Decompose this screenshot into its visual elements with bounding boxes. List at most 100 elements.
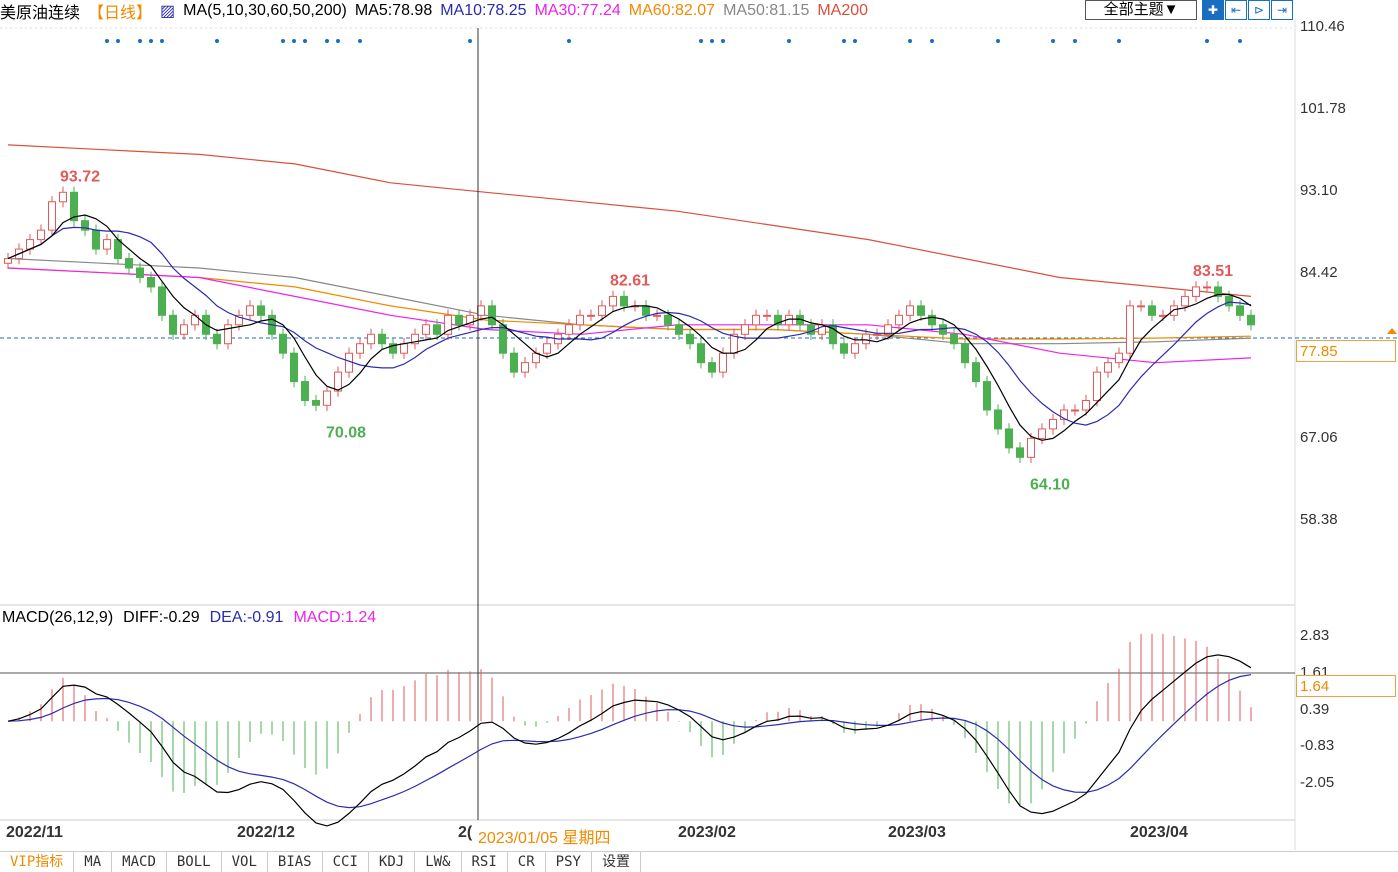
signal-dot bbox=[160, 39, 164, 43]
signal-dot bbox=[567, 39, 571, 43]
candle bbox=[312, 400, 320, 406]
signal-dot bbox=[1073, 39, 1077, 43]
macd-tick-label: 2.83 bbox=[1300, 627, 1330, 644]
signal-dot bbox=[1205, 39, 1209, 43]
candle bbox=[708, 362, 716, 373]
candle bbox=[1049, 418, 1057, 430]
tab-bias[interactable]: BIAS bbox=[268, 852, 323, 872]
price-tick-label: 58.38 bbox=[1300, 510, 1338, 528]
candle bbox=[620, 295, 628, 307]
candle bbox=[1247, 314, 1255, 326]
signal-dot bbox=[336, 39, 340, 43]
ma10-value: MA10:78.25 bbox=[440, 2, 527, 19]
candle bbox=[1181, 295, 1189, 307]
ma-icon[interactable]: ▨ bbox=[160, 3, 176, 20]
x-label: 2022/11 bbox=[6, 824, 63, 841]
price-chart[interactable]: 93.72 70.08 82.61 64.10 83.51 bbox=[0, 0, 1398, 850]
tab-psy[interactable]: PSY bbox=[546, 852, 592, 872]
diff-line bbox=[7, 654, 1252, 827]
signal-dot bbox=[908, 39, 912, 43]
macd-tick-label: -2.05 bbox=[1300, 774, 1335, 791]
tab-vol[interactable]: VOL bbox=[222, 852, 268, 872]
candle bbox=[928, 314, 936, 326]
signal-dot bbox=[149, 39, 153, 43]
candle bbox=[1038, 428, 1046, 439]
tab-kdj[interactable]: KDJ bbox=[369, 852, 416, 872]
candle bbox=[125, 258, 133, 269]
signal-dot bbox=[281, 39, 285, 43]
candle bbox=[1137, 305, 1145, 308]
signal-dot bbox=[842, 39, 846, 43]
candle bbox=[147, 276, 155, 288]
crosshair-date: 2023/01/05 星期四 bbox=[478, 824, 611, 848]
candle bbox=[1016, 447, 1024, 458]
dea-line bbox=[7, 674, 1252, 809]
crosshair-button[interactable]: ✚ bbox=[1202, 0, 1224, 20]
x-label: 2023/02 bbox=[678, 824, 736, 841]
tab-vip[interactable]: VIP指标 bbox=[0, 852, 75, 872]
last-button[interactable]: ⇥ bbox=[1271, 0, 1293, 20]
signal-dot bbox=[303, 39, 307, 43]
ma50-value: MA50:81.15 bbox=[723, 2, 810, 19]
ma60-line bbox=[7, 267, 1252, 340]
candle bbox=[246, 305, 254, 316]
candle bbox=[598, 305, 606, 316]
current-price-box: 77.85 bbox=[1296, 340, 1396, 362]
tab-boll[interactable]: BOLL bbox=[167, 852, 222, 872]
candle bbox=[224, 324, 232, 345]
x-label: 2023/04 bbox=[1130, 824, 1188, 841]
candle bbox=[829, 324, 837, 345]
play-button[interactable]: ⊳ bbox=[1248, 0, 1270, 20]
theme-dropdown[interactable]: 全部主题▼ bbox=[1085, 0, 1197, 20]
candle bbox=[983, 381, 991, 411]
candle bbox=[543, 343, 551, 354]
candle bbox=[169, 314, 177, 335]
macd-params: MACD(26,12,9) bbox=[2, 609, 114, 626]
tab-cci[interactable]: CCI bbox=[323, 852, 369, 872]
indicator-tabs: VIP指标 MA MACD BOLL VOL BIAS CCI KDJ LW& … bbox=[0, 851, 1398, 872]
period-label[interactable]: 【日线】 bbox=[88, 5, 153, 22]
candle bbox=[37, 229, 45, 241]
tab-cr[interactable]: CR bbox=[508, 852, 546, 872]
candle bbox=[664, 314, 672, 326]
candle bbox=[697, 343, 705, 364]
candle bbox=[433, 324, 441, 335]
candle bbox=[686, 333, 694, 345]
macd-header: MACD(26,12,9) DIFF:-0.29 DEA:-0.91 MACD:… bbox=[2, 609, 376, 627]
candle bbox=[1225, 295, 1233, 307]
tab-macd[interactable]: MACD bbox=[112, 852, 167, 872]
tab-ma[interactable]: MA bbox=[74, 852, 113, 872]
candle bbox=[1005, 428, 1013, 449]
candle bbox=[488, 305, 496, 326]
candle bbox=[334, 371, 342, 392]
price-tick-label: 84.42 bbox=[1300, 264, 1338, 282]
candle bbox=[367, 333, 375, 345]
price-tick-label: 101.78 bbox=[1300, 100, 1346, 118]
ma200-value: MA200 bbox=[817, 2, 869, 19]
candle bbox=[906, 305, 914, 316]
signal-dot bbox=[138, 39, 142, 43]
signal-dot bbox=[105, 39, 109, 43]
candle bbox=[895, 314, 903, 326]
tab-settings[interactable]: 设置 bbox=[592, 852, 641, 872]
candle bbox=[389, 343, 397, 354]
tab-lw[interactable]: LW& bbox=[415, 852, 462, 872]
candle bbox=[1170, 305, 1178, 316]
ma5-value: MA5:78.98 bbox=[354, 2, 433, 19]
candle bbox=[1236, 305, 1244, 316]
candle bbox=[510, 352, 518, 373]
candle bbox=[521, 362, 529, 373]
tab-rsi[interactable]: RSI bbox=[462, 852, 508, 872]
signal-dot bbox=[721, 39, 725, 43]
first-button[interactable]: ⇤ bbox=[1225, 0, 1247, 20]
signal-dot bbox=[325, 39, 329, 43]
candle bbox=[136, 267, 144, 278]
candle bbox=[950, 333, 958, 345]
candle bbox=[1192, 286, 1200, 297]
current-macd-box: 1.64 bbox=[1296, 675, 1396, 697]
candle bbox=[400, 343, 408, 354]
candle bbox=[81, 220, 89, 231]
candle bbox=[917, 305, 925, 316]
candle bbox=[1093, 371, 1101, 402]
candle bbox=[323, 390, 331, 406]
